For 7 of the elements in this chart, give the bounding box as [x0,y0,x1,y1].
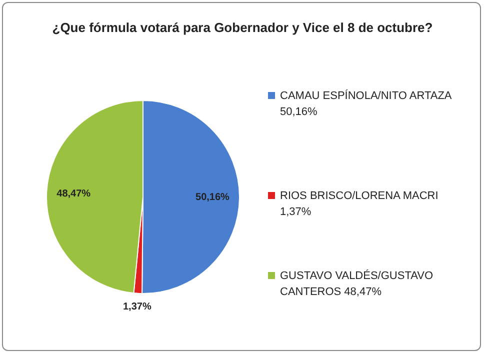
data-label: 50,16% [196,192,230,204]
legend-label: GUSTAVO VALDÉS/GUSTAVO CANTEROS 48,47% [280,268,434,300]
data-label: 1,37% [122,302,152,313]
legend-label: CAMAU ESPÍNOLA/NITO ARTAZA 50,16% [280,88,452,120]
data-label: 48,47% [56,188,91,200]
legend-label: RIOS BRISCO/LORENA MACRI 1,37% [280,189,440,220]
chart-title: ¿Que fórmula votará para Gobernador y Vice el 8 de octubre? [51,20,434,35]
